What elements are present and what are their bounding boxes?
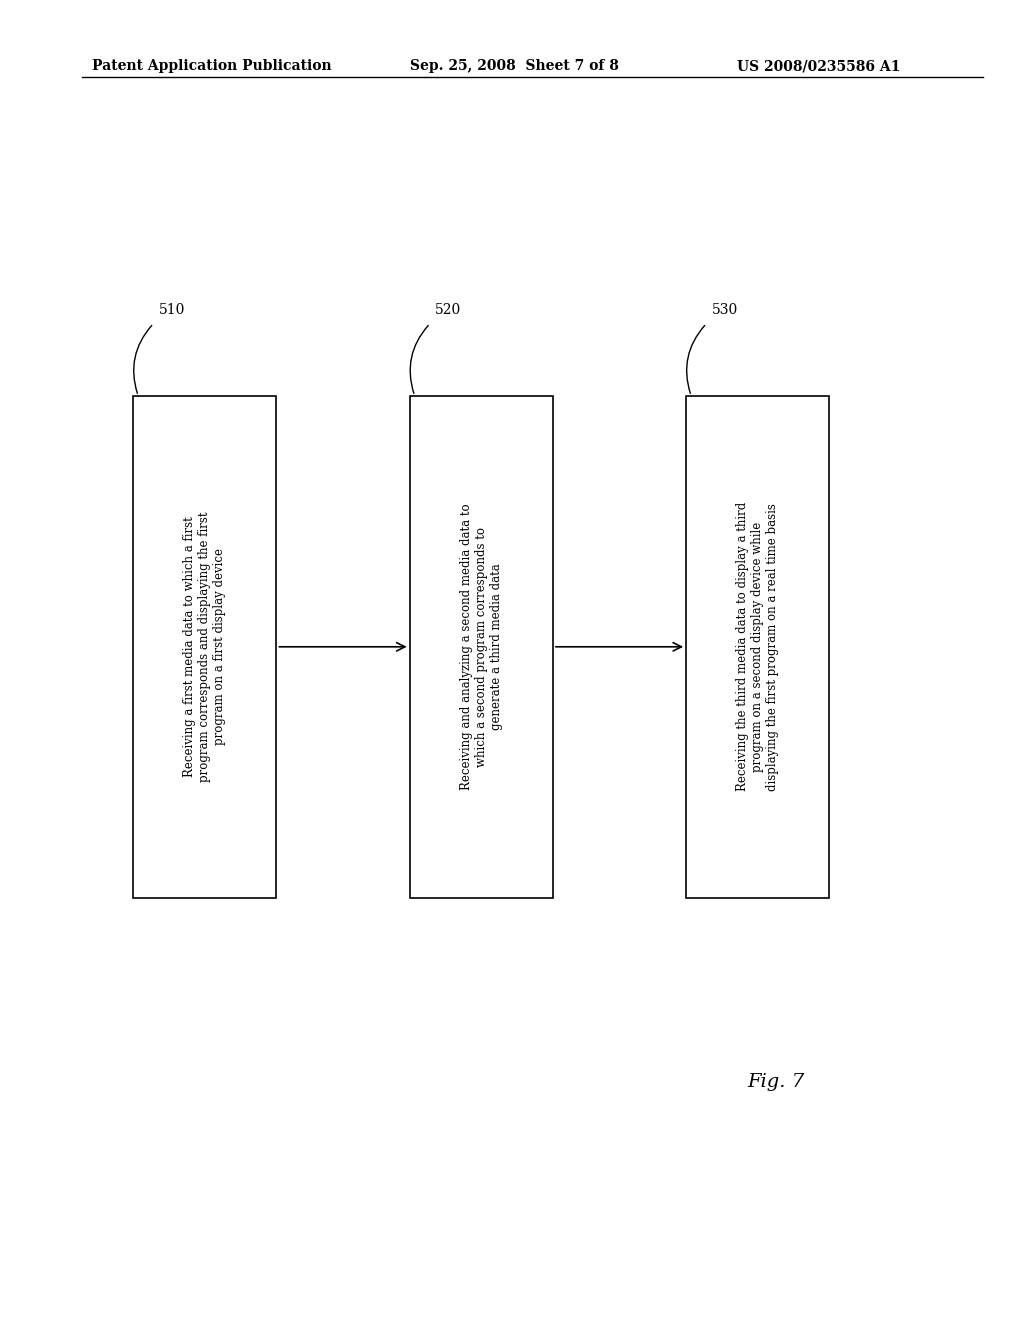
Text: Receiving and analyzing a second media data to
which a second program correspond: Receiving and analyzing a second media d…	[460, 503, 503, 791]
FancyBboxPatch shape	[686, 396, 829, 898]
Text: Receiving a first media data to which a first
program corresponds and displaying: Receiving a first media data to which a …	[183, 512, 226, 781]
FancyBboxPatch shape	[410, 396, 553, 898]
Text: Sep. 25, 2008  Sheet 7 of 8: Sep. 25, 2008 Sheet 7 of 8	[410, 59, 618, 74]
Text: Patent Application Publication: Patent Application Publication	[92, 59, 332, 74]
Text: 520: 520	[435, 302, 462, 317]
Text: US 2008/0235586 A1: US 2008/0235586 A1	[737, 59, 901, 74]
Text: 530: 530	[712, 302, 738, 317]
Text: Receiving the third media data to display a third
program on a second display de: Receiving the third media data to displa…	[736, 502, 779, 792]
FancyBboxPatch shape	[133, 396, 276, 898]
Text: Fig. 7: Fig. 7	[748, 1073, 805, 1092]
Text: 510: 510	[159, 302, 185, 317]
